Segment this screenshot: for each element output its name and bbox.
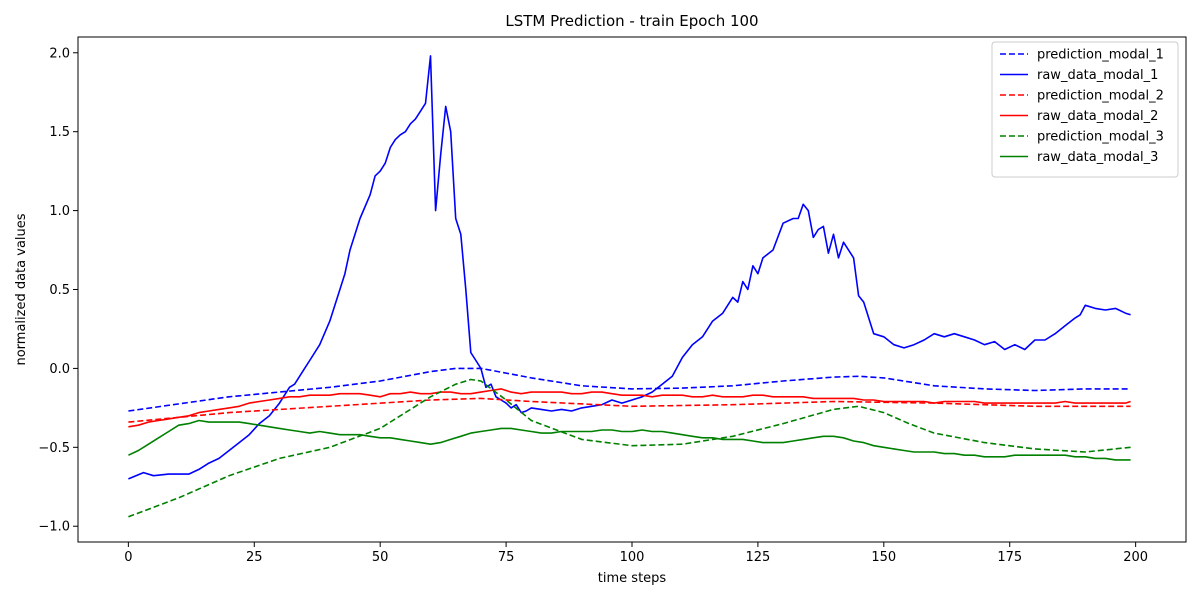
x-tick-label: 75: [498, 550, 515, 565]
series-layer: [128, 55, 1131, 518]
y-tick-label: −1.0: [38, 520, 70, 535]
x-tick-label: 175: [997, 550, 1022, 565]
chart-title: LSTM Prediction - train Epoch 100: [505, 12, 758, 30]
legend-box: [991, 41, 1179, 178]
series-line-prediction_modal_2: [128, 397, 1131, 423]
x-tick-label: 50: [372, 550, 389, 565]
y-tick-label: 0.0: [49, 362, 70, 377]
legend: prediction_modal_1 raw_data_modal_1predic…: [991, 41, 1179, 178]
x-tick-label: 100: [620, 550, 645, 565]
series-line-raw_data_modal_2: [128, 388, 1131, 428]
legend-entry: raw_data_modal_2: [1037, 109, 1158, 124]
legend-entry: prediction_modal_2: [1037, 89, 1164, 104]
legend-entry: raw_data_modal_3: [1037, 150, 1158, 165]
y-tick-label: 2.0: [49, 46, 70, 61]
series-line-raw_data_modal_3: [128, 419, 1131, 461]
series-line-raw_data_modal_1: [128, 55, 1131, 480]
y-tick-label: 1.0: [49, 204, 70, 219]
legend-entry: prediction_modal_3: [1037, 130, 1164, 145]
y-tick-label: 1.5: [49, 125, 70, 140]
x-tick-label: 0: [124, 550, 132, 565]
x-axis-label: time steps: [598, 571, 667, 586]
x-tick-label: 125: [745, 550, 770, 565]
legend-entry: prediction_modal_1: [1037, 48, 1164, 63]
x-tick-label: 150: [871, 550, 896, 565]
plot-frame: [77, 36, 1187, 543]
y-axis-label: normalized data values: [14, 213, 29, 365]
y-tick-label: 0.5: [49, 283, 70, 298]
axis-ticks: 0 25 50 75 100 125 150 175 200 −1.0 −0.5 0.0 0.5 1.0 1…: [38, 46, 1148, 565]
legend-entry: raw_data_modal_1: [1037, 68, 1158, 83]
x-tick-label: 25: [246, 550, 263, 565]
y-tick-label: −0.5: [38, 441, 70, 456]
x-tick-label: 200: [1123, 550, 1148, 565]
series-line-prediction_modal_3: [128, 378, 1131, 518]
